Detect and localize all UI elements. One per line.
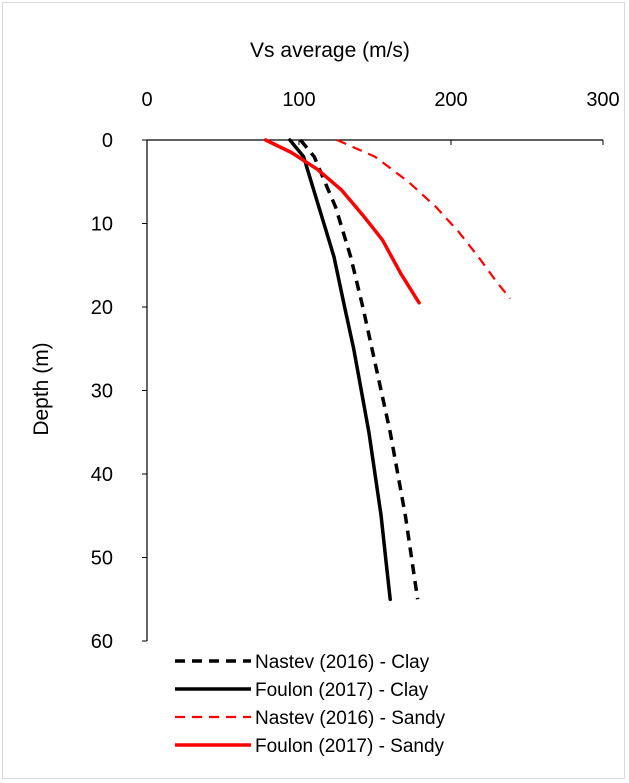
legend-label-1: Nastev (2016) - Clay: [255, 652, 430, 673]
legend-label-2: Foulon (2017) - Clay: [255, 680, 429, 701]
y-tick-label: 10: [91, 214, 113, 236]
y-tick-label: 20: [91, 297, 113, 319]
y-tick-label: 40: [91, 464, 113, 486]
legend: Nastev (2016) - Clay Foulon (2017) - Clay…: [175, 652, 446, 757]
y-tick-label: 30: [91, 381, 113, 403]
x-axis-title: Vs average (m/s): [250, 39, 410, 62]
y-axis-title: Depth (m): [30, 342, 53, 435]
plot-lines: [263, 138, 512, 602]
x-tick-label: 300: [586, 89, 619, 111]
y-tick-label: 50: [91, 548, 113, 570]
chart-svg: Vs average (m/s) Depth (m) 0 100 200 300 0 10…: [30, 39, 620, 757]
y-tick-label: 0: [102, 130, 113, 152]
series-line-2: [288, 138, 392, 602]
series-line-1: [299, 138, 420, 600]
x-tick-label: 100: [282, 89, 315, 111]
legend-label-3: Nastev (2016) - Sandy: [255, 708, 446, 729]
axes: 0 100 200 300 0 10 20 30 40 50 60: [91, 89, 620, 653]
y-tick-label: 60: [91, 631, 113, 653]
series-line-4: [263, 138, 421, 305]
x-tick-label: 200: [434, 89, 467, 111]
x-tick-label: 0: [141, 89, 152, 111]
legend-label-4: Foulon (2017) - Sandy: [255, 736, 445, 757]
series-line-3: [336, 138, 512, 300]
